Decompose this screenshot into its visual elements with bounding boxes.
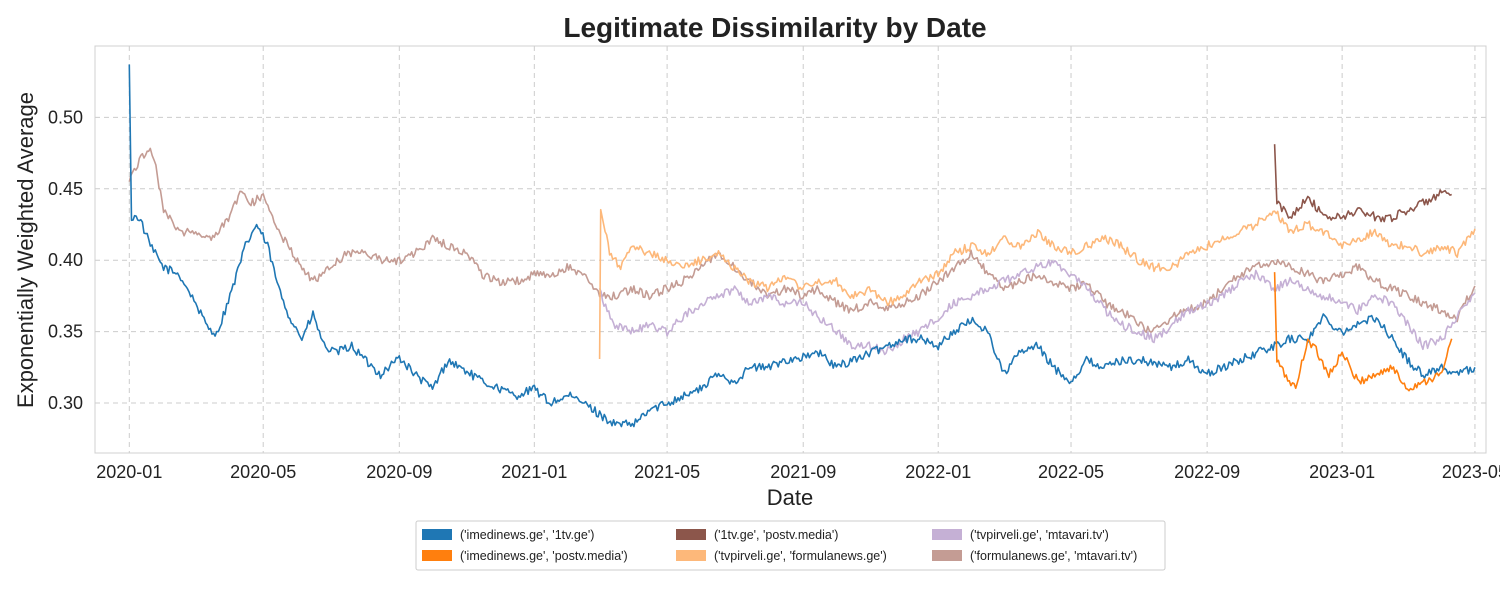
grid-lines bbox=[95, 46, 1486, 453]
series-line-1 bbox=[1273, 272, 1453, 392]
x-tick-label: 2021-05 bbox=[634, 462, 700, 482]
legend-swatch bbox=[932, 550, 962, 561]
series-line-5 bbox=[128, 147, 1476, 334]
x-tick-label: 2020-09 bbox=[366, 462, 432, 482]
legend-swatch bbox=[932, 529, 962, 540]
x-tick-label: 2023-01 bbox=[1309, 462, 1375, 482]
legend-swatch bbox=[676, 550, 706, 561]
legend: ('imedinews.ge', '1tv.ge') ('imedinews.ge… bbox=[415, 520, 1166, 571]
y-tick-label: 0.35 bbox=[48, 322, 83, 342]
y-tick-label: 0.40 bbox=[48, 250, 83, 270]
x-tick-label: 2023-05 bbox=[1442, 462, 1500, 482]
tick-labels: 2020-01 2020-05 2020-09 2021-01 2021-05 2021-… bbox=[48, 107, 1500, 482]
legend-label: ('imedinews.ge', '1tv.ge') bbox=[460, 528, 594, 542]
legend-swatch bbox=[422, 550, 452, 561]
chart-title: Legitimate Dissimilarity by Date bbox=[563, 12, 986, 43]
x-tick-label: 2021-09 bbox=[770, 462, 836, 482]
legend-label: ('tvpirveli.ge', 'formulanews.ge') bbox=[714, 549, 887, 563]
plot-frame bbox=[94, 45, 1487, 454]
legend-label: ('formulanews.ge', 'mtavari.tv') bbox=[970, 549, 1137, 563]
y-tick-label: 0.45 bbox=[48, 179, 83, 199]
x-tick-label: 2022-05 bbox=[1038, 462, 1104, 482]
y-tick-label: 0.30 bbox=[48, 393, 83, 413]
x-axis-title: Date bbox=[767, 485, 813, 510]
x-tick-label: 2021-01 bbox=[501, 462, 567, 482]
y-tick-label: 0.50 bbox=[48, 107, 83, 127]
x-tick-label: 2020-01 bbox=[96, 462, 162, 482]
series-line-0 bbox=[128, 64, 1476, 428]
legend-label: ('tvpirveli.ge', 'mtavari.tv') bbox=[970, 528, 1109, 542]
legend-label: ('1tv.ge', 'postv.media') bbox=[714, 528, 838, 542]
plot-area bbox=[95, 46, 1486, 453]
series-lines bbox=[128, 64, 1476, 428]
legend-swatch bbox=[422, 529, 452, 540]
x-tick-label: 2022-09 bbox=[1174, 462, 1240, 482]
x-tick-label: 2022-01 bbox=[905, 462, 971, 482]
legend-label: ('imedinews.ge', 'postv.media') bbox=[460, 549, 628, 563]
legend-swatch bbox=[676, 529, 706, 540]
series-line-4 bbox=[598, 259, 1476, 356]
legend-items: ('imedinews.ge', '1tv.ge') ('imedinews.ge… bbox=[422, 528, 1137, 563]
legend-box bbox=[415, 520, 1166, 571]
x-tick-label: 2020-05 bbox=[230, 462, 296, 482]
series-line-3 bbox=[598, 208, 1476, 360]
series-line-2 bbox=[1273, 144, 1452, 223]
y-axis-title: Exponentially Weighted Average bbox=[13, 92, 38, 408]
